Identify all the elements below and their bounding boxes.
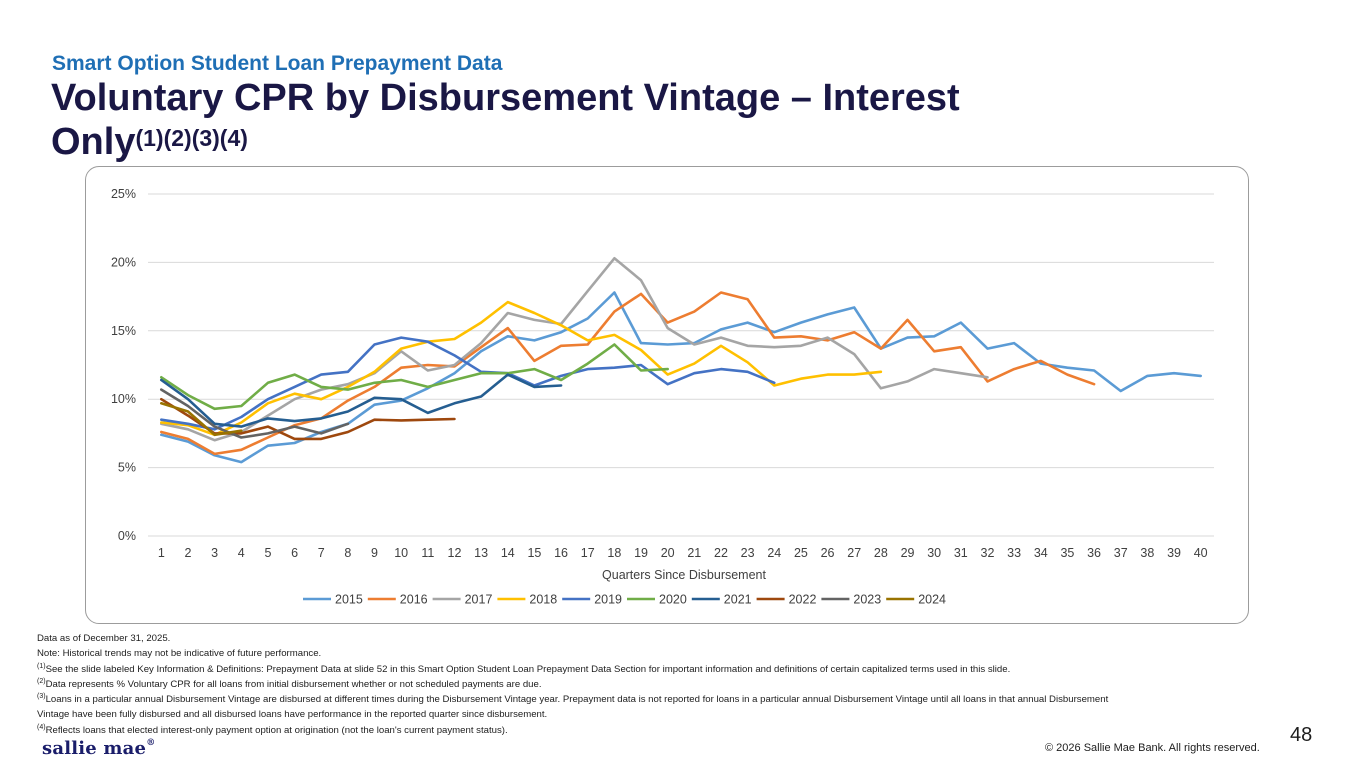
x-tick-label: 1	[158, 546, 165, 560]
x-tick-label: 31	[954, 546, 968, 560]
line-chart: 0%5%10%15%20%25% 1 2 3 4 5 6 7 8 9 10 11 12 13 14 15 16…	[111, 187, 1214, 607]
footnote-3-mark: (3)	[37, 693, 46, 700]
legend-label-2018: 2018	[529, 593, 557, 607]
logo-registered-mark: ®	[146, 738, 156, 748]
chart-frame: 0% 5% 10% 15% 20% 25% 1 2 3 4 5 6 7 8 9 10 11 12 13 14 15 16…	[85, 166, 1249, 624]
x-tick-label: 13	[474, 546, 488, 560]
page-number: 48	[1290, 724, 1313, 746]
legend-label-2020: 2020	[659, 593, 687, 607]
x-tick-label: 24	[767, 546, 781, 560]
footnote-3-text: Loans in a particular annual Disbursemen…	[37, 694, 1109, 721]
footnote-2-text: Data represents % Voluntary CPR for all …	[45, 678, 542, 690]
x-tick-label: 6	[291, 546, 298, 560]
legend-label-2019: 2019	[594, 593, 622, 607]
footnote-1: (1)See the slide labeled Key Information…	[37, 662, 1137, 677]
x-tick-label: 4	[238, 546, 245, 560]
y-tick-label: 5%	[118, 461, 136, 475]
x-tick-label: 39	[1167, 546, 1181, 560]
x-tick-label: 37	[1114, 546, 1128, 560]
x-tick-label: 2	[184, 546, 191, 560]
x-tick-label: 28	[874, 546, 888, 560]
series-line-2021	[160, 373, 563, 428]
footnote-1-text: See the slide labeled Key Information & …	[45, 663, 1011, 675]
x-tick-label: 34	[1034, 546, 1048, 560]
legend-label-2023: 2023	[853, 593, 881, 607]
x-axis-label: Quarters Since Disbursement	[602, 568, 766, 582]
gridlines	[148, 193, 1214, 537]
x-tick-label: 18	[607, 546, 621, 560]
y-axis-ticks: 0% 5% 10% 15% 20% 25%	[111, 187, 136, 543]
legend-label-2016: 2016	[400, 593, 428, 607]
series-line-2019	[160, 336, 776, 431]
x-tick-label: 40	[1194, 546, 1208, 560]
x-tick-label: 5	[264, 546, 271, 560]
y-tick-label: 0%	[118, 529, 136, 543]
x-tick-label: 29	[901, 546, 915, 560]
x-tick-label: 26	[821, 546, 835, 560]
x-tick-label: 17	[581, 546, 595, 560]
footnote-2: (2)Data represents % Voluntary CPR for a…	[37, 677, 1137, 692]
series-line-2017	[160, 257, 989, 442]
x-tick-label: 20	[661, 546, 675, 560]
x-tick-label: 32	[981, 546, 995, 560]
x-tick-label: 3	[211, 546, 218, 560]
x-tick-label: 14	[501, 546, 515, 560]
x-tick-label: 12	[448, 546, 462, 560]
sallie-mae-logo: sallie mae®	[42, 738, 155, 759]
x-tick-label: 19	[634, 546, 648, 560]
legend-label-2015: 2015	[335, 593, 363, 607]
x-tick-label: 22	[714, 546, 728, 560]
x-tick-label: 9	[371, 546, 378, 560]
x-tick-label: 33	[1007, 546, 1021, 560]
logo-text: sallie mae	[42, 738, 147, 759]
y-tick-label: 25%	[111, 187, 136, 201]
legend-label-2017: 2017	[465, 593, 493, 607]
series-line-2018	[160, 300, 883, 437]
page-title-text: Voluntary CPR by Disbursement Vintage – …	[51, 77, 960, 163]
x-tick-label: 30	[927, 546, 941, 560]
x-tick-label: 36	[1087, 546, 1101, 560]
y-tick-label: 15%	[111, 324, 136, 338]
series-line-2024	[160, 402, 243, 437]
series-lines	[160, 257, 1202, 464]
copyright-notice: © 2026 Sallie Mae Bank. All rights reser…	[1045, 742, 1260, 754]
x-tick-label: 35	[1060, 546, 1074, 560]
section-subtitle: Smart Option Student Loan Prepayment Dat…	[52, 52, 503, 75]
y-tick-label: 10%	[111, 392, 136, 406]
legend-label-2022: 2022	[789, 593, 817, 607]
legend-label-2024: 2024	[918, 593, 946, 607]
x-tick-label: 16	[554, 546, 568, 560]
legend-label-2021: 2021	[724, 593, 752, 607]
data-as-of: Data as of December 31, 2025.	[37, 633, 171, 644]
series-line-2020	[160, 343, 670, 411]
x-tick-label: 8	[344, 546, 351, 560]
x-tick-label: 38	[1140, 546, 1154, 560]
x-tick-label: 10	[394, 546, 408, 560]
footnote-2-mark: (2)	[37, 677, 46, 685]
x-tick-label: 27	[847, 546, 861, 560]
x-tick-label: 23	[741, 546, 755, 560]
footnotes: Data as of December 31, 2025. Note: Hist…	[37, 631, 1137, 738]
historical-note: Note: Historical trends may not be indic…	[37, 648, 322, 660]
footnote-1-mark: (1)	[37, 662, 46, 670]
y-tick-label: 20%	[111, 255, 136, 269]
page-title: Voluntary CPR by Disbursement Vintage – …	[51, 76, 1031, 164]
x-tick-label: 11	[421, 546, 434, 560]
x-tick-label: 7	[318, 546, 325, 560]
x-tick-label: 25	[794, 546, 808, 560]
footnote-4-mark: (4)	[37, 723, 46, 731]
footnote-3: (3)Loans in a particular annual Disburse…	[37, 692, 1137, 723]
series-line-2023	[160, 388, 350, 439]
footnote-4: (4)Reflects loans that elected interest-…	[37, 723, 1137, 738]
legend: 2015 2016 2017 2018 2019 2020 2021 2022 2023 2024	[303, 593, 946, 607]
title-footnote-marks: (1)(2)(3)(4)	[135, 125, 248, 151]
x-tick-label: 15	[527, 546, 541, 560]
x-axis-ticks: 1 2 3 4 5 6 7 8 9 10 11 12 13 14 15 16 17 18 19 20 21 22 23 24 2…	[158, 546, 1208, 560]
footnote-4-text: Reflects loans that elected interest-onl…	[45, 724, 508, 736]
x-tick-label: 21	[687, 546, 701, 560]
